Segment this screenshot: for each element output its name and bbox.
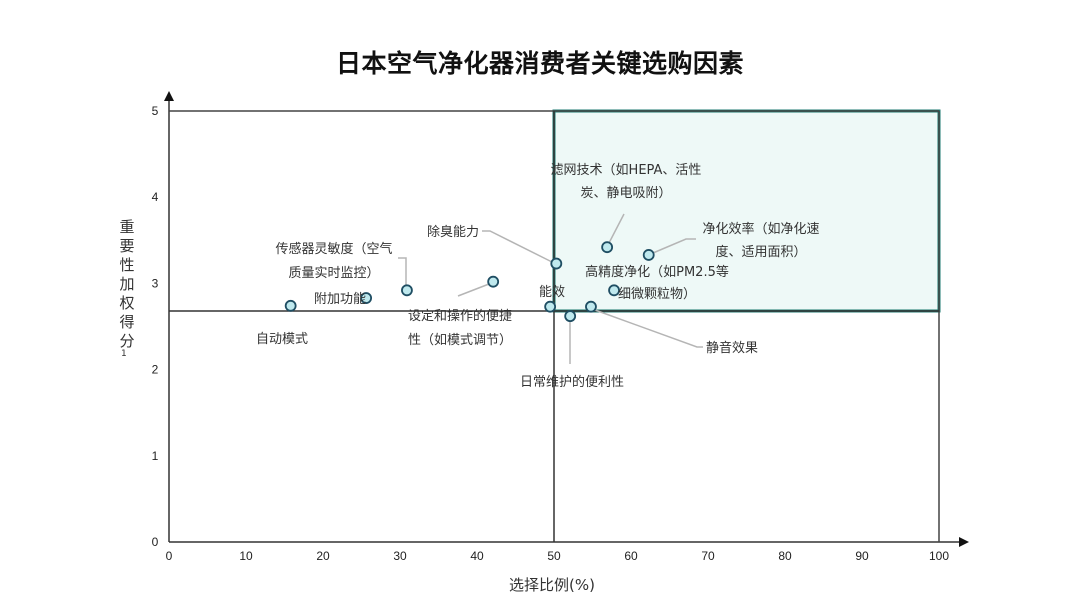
point-label-deodor: 除臭能力 — [427, 225, 479, 240]
point-label-sensor: 质量实时监控） — [288, 266, 379, 281]
leader-line — [608, 213, 625, 244]
x-tick-label: 30 — [393, 549, 407, 563]
highlight-quadrant — [552, 109, 941, 313]
y-axis-arrow-icon — [164, 91, 174, 101]
x-axis-arrow-icon — [959, 537, 969, 547]
data-point-marker — [284, 299, 297, 312]
y-tick-label: 1 — [152, 449, 159, 463]
data-point-marker — [608, 284, 620, 297]
y-tick-label: 3 — [152, 276, 159, 290]
data-point-marker — [487, 275, 500, 288]
point-label-efficiency: 度、适用面积） — [715, 244, 806, 260]
x-tick-label: 70 — [701, 549, 715, 563]
point-label-precise: 高精度净化（如PM2.5等 — [585, 264, 729, 280]
data-points — [284, 241, 655, 323]
leader-line — [594, 309, 703, 348]
data-point-marker — [642, 249, 655, 261]
data-point-marker — [585, 300, 597, 313]
point-label-maint: 日常维护的便利性 — [520, 374, 624, 390]
data-point-marker — [401, 284, 413, 297]
chart-title: 日本空气净化器消费者关键选购因素 — [335, 49, 744, 78]
highlight-rect — [552, 109, 941, 313]
leader-line — [457, 283, 490, 297]
y-tick-label: 0 — [152, 535, 159, 549]
y-tick-label: 5 — [152, 104, 159, 118]
data-point-marker — [544, 300, 557, 313]
x-tick-label: 80 — [778, 549, 792, 563]
point-label-ease: 设定和操作的便捷 — [408, 308, 512, 324]
y-tick-label: 4 — [152, 190, 159, 204]
point-label-extra: 附加功能 — [314, 292, 366, 307]
axis-ticks: 0 10 20 30 40 50 60 70 80 90 100 0 1 2 3 4 5 — [152, 104, 950, 563]
x-tick-label: 50 — [547, 549, 561, 563]
point-label-efficiency: 净化效率（如净化速 — [702, 221, 819, 237]
data-point-marker — [550, 257, 563, 270]
y-axis-label-footnote: 1 — [121, 349, 127, 359]
x-tick-label: 10 — [239, 549, 253, 563]
leader-line — [398, 257, 407, 285]
y-axis-label: 重要性加权得分 — [119, 218, 135, 350]
leader-lines — [398, 213, 703, 364]
point-label-filter: 滤网技术（如HEPA、活性 — [551, 162, 702, 178]
leader-line — [652, 238, 696, 254]
point-label-quiet: 静音效果 — [706, 340, 758, 356]
x-axis-label: 选择比例(%) — [509, 576, 595, 594]
data-point-marker — [360, 292, 373, 304]
data-point-marker — [564, 310, 577, 323]
point-label-auto_mode: 自动模式 — [256, 332, 308, 347]
leader-line — [482, 230, 553, 263]
x-tick-label: 100 — [929, 549, 949, 563]
x-tick-label: 0 — [166, 549, 173, 563]
point-label-precise: 细微颗粒物） — [618, 287, 696, 302]
point-label-energy: 能效 — [539, 285, 565, 300]
x-tick-label: 40 — [470, 549, 484, 563]
point-label-sensor: 传感器灵敏度（空气 — [275, 241, 392, 257]
point-label-filter: 炭、静电吸附） — [580, 186, 671, 201]
x-tick-label: 20 — [316, 549, 330, 563]
x-tick-label: 90 — [855, 549, 869, 563]
y-tick-label: 2 — [152, 363, 159, 377]
point-label-ease: 性（如模式调节） — [408, 332, 512, 348]
data-point-marker — [601, 241, 614, 254]
x-tick-label: 60 — [624, 549, 638, 563]
